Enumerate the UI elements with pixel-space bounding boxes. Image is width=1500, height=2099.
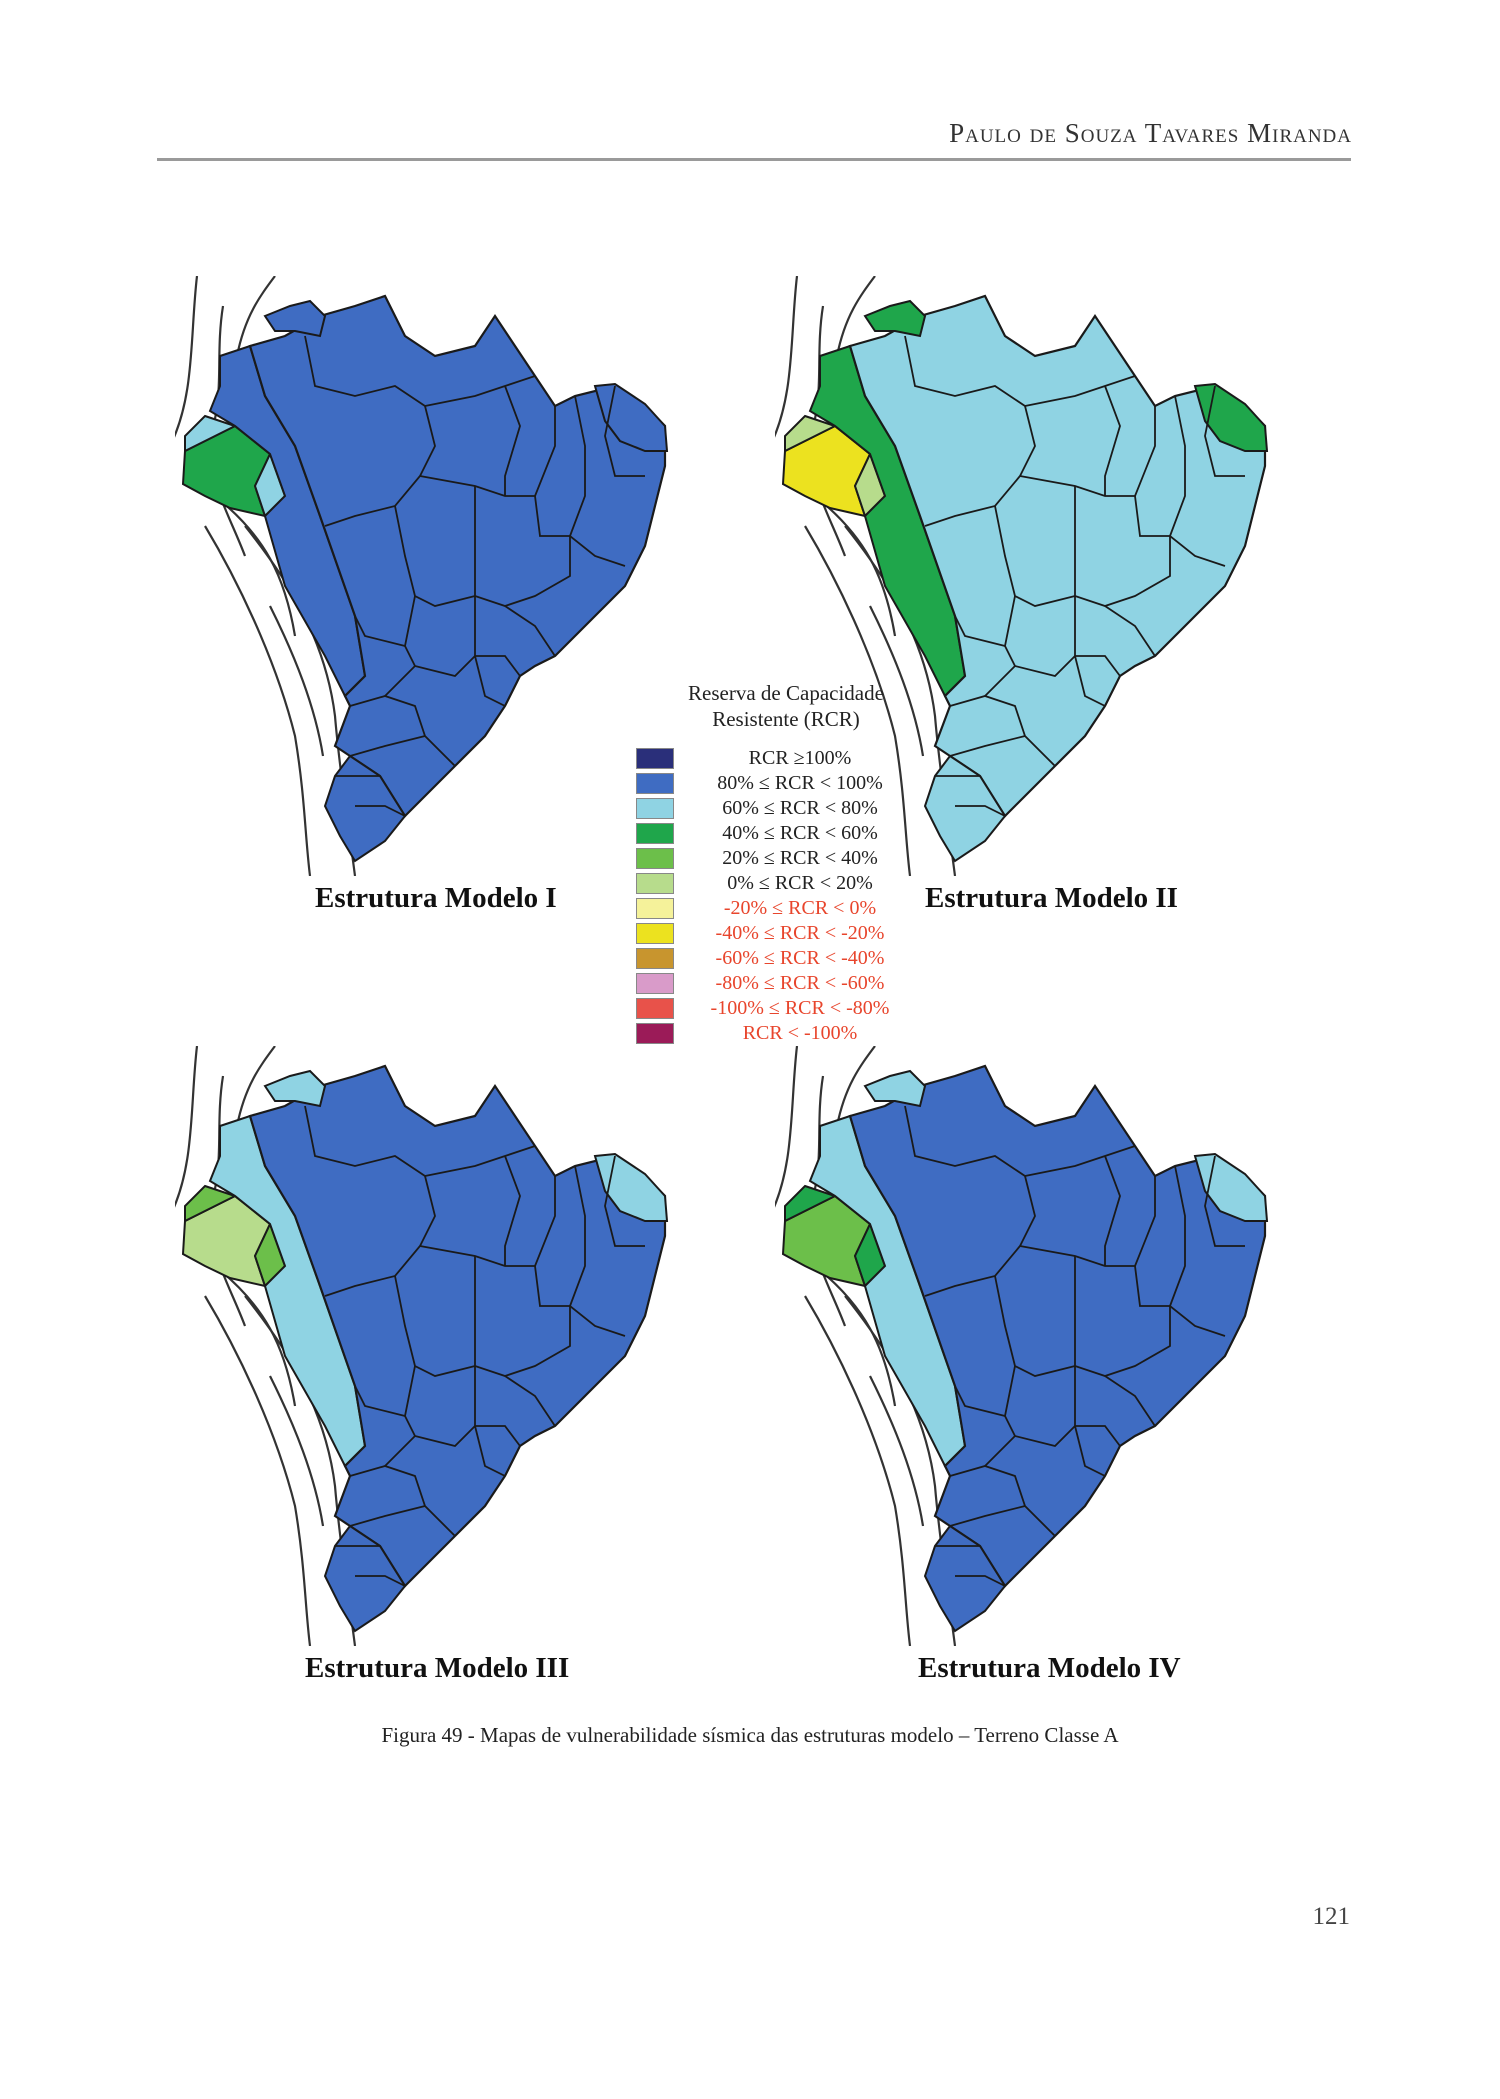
state-borders	[304, 1105, 645, 1587]
region-north-tip	[263, 299, 327, 338]
state-borders	[904, 335, 1245, 817]
brazil-map-svg	[175, 276, 669, 876]
legend-swatch	[636, 948, 674, 969]
legend-item: -60% ≤ RCR < -40%	[628, 946, 928, 971]
legend-swatch	[636, 798, 674, 819]
region-main	[248, 1064, 667, 1588]
map-estrutura-modelo-2	[775, 276, 1335, 876]
brazil-map-svg	[775, 276, 1269, 876]
legend-item: -40% ≤ RCR < -20%	[628, 921, 928, 946]
legend-item: RCR < -100%	[628, 1021, 928, 1046]
brazil-map-svg	[175, 1046, 669, 1646]
legend-swatch	[636, 973, 674, 994]
legend-label: 60% ≤ RCR < 80%	[722, 797, 878, 819]
region-northeast	[1193, 1152, 1269, 1222]
legend-label: -100% ≤ RCR < -80%	[710, 997, 890, 1019]
legend-swatch	[636, 998, 674, 1019]
map-label-2: Estrutura Modelo II	[925, 882, 1178, 914]
legend-label: 0% ≤ RCR < 20%	[727, 872, 873, 894]
region-north-tip	[263, 1069, 327, 1108]
legend-list: RCR ≥100% 80% ≤ RCR < 100% 60% ≤ RCR < 80%…	[628, 746, 928, 1046]
legend-item: -80% ≤ RCR < -60%	[628, 971, 928, 996]
legend: Reserva de Capacidade Resistente (RCR) R…	[628, 680, 928, 1046]
legend-swatch	[636, 873, 674, 894]
map-estrutura-modelo-1	[175, 276, 735, 876]
legend-label: RCR ≥100%	[748, 747, 852, 769]
map-label-3: Estrutura Modelo III	[305, 1652, 570, 1684]
legend-item: 20% ≤ RCR < 40%	[628, 846, 928, 871]
state-borders	[904, 1105, 1245, 1587]
legend-item: 40% ≤ RCR < 60%	[628, 821, 928, 846]
fault-lines	[175, 276, 357, 876]
legend-title-line2: Resistente (RCR)	[712, 707, 860, 731]
legend-label: 80% ≤ RCR < 100%	[717, 772, 883, 794]
region-main	[923, 1524, 1007, 1633]
legend-item: 80% ≤ RCR < 100%	[628, 771, 928, 796]
legend-swatch	[636, 923, 674, 944]
legend-swatch	[636, 848, 674, 869]
legend-swatch	[636, 773, 674, 794]
map-label-1: Estrutura Modelo I	[315, 882, 557, 914]
region-northeast	[1193, 382, 1269, 452]
legend-swatch	[636, 823, 674, 844]
region-main	[848, 1064, 1267, 1588]
header-rule	[157, 158, 1351, 161]
running-head: Paulo de Souza Tavares Miranda	[949, 118, 1352, 148]
legend-item: 0% ≤ RCR < 20%	[628, 871, 928, 896]
legend-label: -40% ≤ RCR < -20%	[715, 922, 885, 944]
legend-label: 40% ≤ RCR < 60%	[722, 822, 878, 844]
region-main	[923, 754, 1007, 863]
region-main	[323, 754, 407, 863]
fault-lines	[175, 1046, 357, 1646]
region-main	[323, 1524, 407, 1633]
legend-label: -60% ≤ RCR < -40%	[715, 947, 885, 969]
state-borders	[304, 335, 645, 817]
region-northeast	[593, 1152, 669, 1222]
legend-label: -20% ≤ RCR < 0%	[723, 897, 877, 919]
legend-swatch	[636, 1023, 674, 1044]
region-main	[248, 294, 667, 818]
legend-item: 60% ≤ RCR < 80%	[628, 796, 928, 821]
map-estrutura-modelo-4	[775, 1046, 1335, 1646]
legend-title-line1: Reserva de Capacidade	[688, 681, 884, 705]
page-number: 121	[1312, 1903, 1351, 1930]
legend-item: -20% ≤ RCR < 0%	[628, 896, 928, 921]
map-label-4: Estrutura Modelo IV	[918, 1652, 1181, 1684]
region-north-tip	[863, 299, 927, 338]
legend-item: RCR ≥100%	[628, 746, 928, 771]
region-north-tip	[863, 1069, 927, 1108]
legend-item: -100% ≤ RCR < -80%	[628, 996, 928, 1021]
brazil-map-svg	[775, 1046, 1269, 1646]
region-main	[848, 294, 1267, 818]
legend-label: 20% ≤ RCR < 40%	[722, 847, 878, 869]
legend-title: Reserva de Capacidade Resistente (RCR)	[644, 680, 928, 732]
figure-caption: Figura 49 - Mapas de vulnerabilidade sís…	[381, 1723, 1119, 1747]
legend-swatch	[636, 748, 674, 769]
legend-label: RCR < -100%	[742, 1022, 858, 1044]
legend-label: -80% ≤ RCR < -60%	[715, 972, 885, 994]
region-northeast	[593, 382, 669, 452]
legend-swatch	[636, 898, 674, 919]
map-estrutura-modelo-3	[175, 1046, 735, 1646]
